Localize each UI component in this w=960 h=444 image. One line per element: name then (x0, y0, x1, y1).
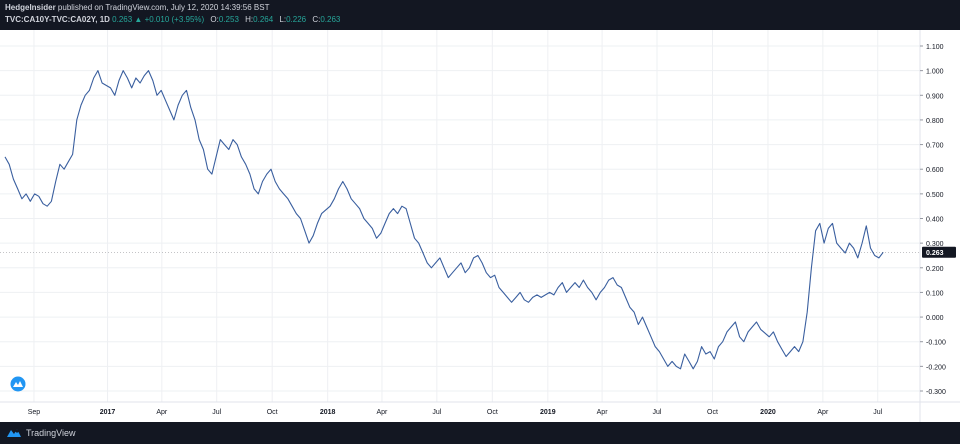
y-tick-label: 0.100 (926, 290, 944, 297)
y-tick-label: 0.000 (926, 315, 944, 322)
y-tick-label: -0.200 (926, 364, 946, 371)
open-value: 0.253 (218, 15, 239, 24)
y-tick-label: 0.600 (926, 167, 944, 174)
x-tick-label: Apr (817, 409, 829, 416)
x-tick-label: Apr (377, 409, 389, 416)
x-tick-label: Jul (212, 409, 221, 416)
y-tick-label: 1.100 (926, 44, 944, 51)
x-tick-label: Jul (653, 409, 662, 416)
x-tick-label: 2019 (540, 409, 556, 416)
x-tick-label: Oct (707, 409, 718, 416)
last-price: 0.263 (112, 15, 133, 24)
series-line[interactable] (4, 70, 884, 370)
price-change: +0.010 (+3.95%) (144, 15, 205, 24)
chart-area[interactable]: 1.100 1.000 0.900 0.800 0.700 0.600 0.500 0.400… (0, 30, 960, 422)
publish-info: HedgeInsider published on TradingView.co… (5, 3, 269, 12)
author-name[interactable]: HedgeInsider (5, 3, 56, 12)
x-tick-label: 2017 (100, 409, 116, 416)
x-tick-label: Apr (156, 409, 168, 416)
x-tick-label: Apr (597, 409, 609, 416)
tradingview-label: TradingView (26, 427, 76, 438)
low-value: 0.226 (286, 15, 307, 24)
y-tick-label: 0.200 (926, 266, 944, 273)
y-tick-label: 0.900 (926, 93, 944, 100)
price-chart[interactable]: 1.100 1.000 0.900 0.800 0.700 0.600 0.500 0.400… (0, 30, 960, 422)
y-tick-label: 0.400 (926, 217, 944, 224)
x-tick-label: 2020 (760, 409, 776, 416)
y-tick-label: 0.500 (926, 192, 944, 199)
open-label: O: (210, 15, 219, 24)
close-label: C: (312, 15, 321, 24)
last-price-label: 0.263 (926, 250, 944, 257)
y-tick-label: 0.300 (926, 241, 944, 248)
x-tick-label: Jul (873, 409, 882, 416)
close-value: 0.263 (320, 15, 341, 24)
x-tick-label: Sep (28, 409, 41, 416)
y-tick-label: 1.000 (926, 69, 944, 76)
change-arrow-icon: ▲ (134, 15, 143, 24)
last-price-tag (922, 246, 956, 258)
tradingview-brand[interactable]: TradingView (6, 427, 76, 438)
high-value: 0.264 (253, 15, 274, 24)
symbol-name[interactable]: TVC:CA10Y-TVC:CA02Y, 1D (5, 15, 110, 24)
symbol-legend: TVC:CA10Y-TVC:CA02Y, 1D 0.263 ▲ +0.010 (… (5, 15, 340, 24)
x-tick-label: Jul (432, 409, 441, 416)
x-tick-label: Oct (267, 409, 278, 416)
header-bar: HedgeInsider published on TradingView.co… (0, 0, 960, 30)
y-tick-label: 0.800 (926, 118, 944, 125)
y-tick-label: -0.300 (926, 389, 946, 396)
tradingview-logo-icon (7, 429, 21, 437)
y-tick-label: -0.100 (926, 340, 946, 347)
low-label: L: (279, 15, 287, 24)
y-tick-label: 0.700 (926, 143, 944, 150)
x-tick-label: 2018 (320, 409, 336, 416)
footer-bar: TradingView (0, 422, 960, 444)
tradingview-watermark-icon (10, 376, 26, 392)
x-tick-label: Oct (487, 409, 498, 416)
high-label: H: (245, 15, 254, 24)
publish-date: published on TradingView.com, July 12, 2… (57, 3, 270, 12)
